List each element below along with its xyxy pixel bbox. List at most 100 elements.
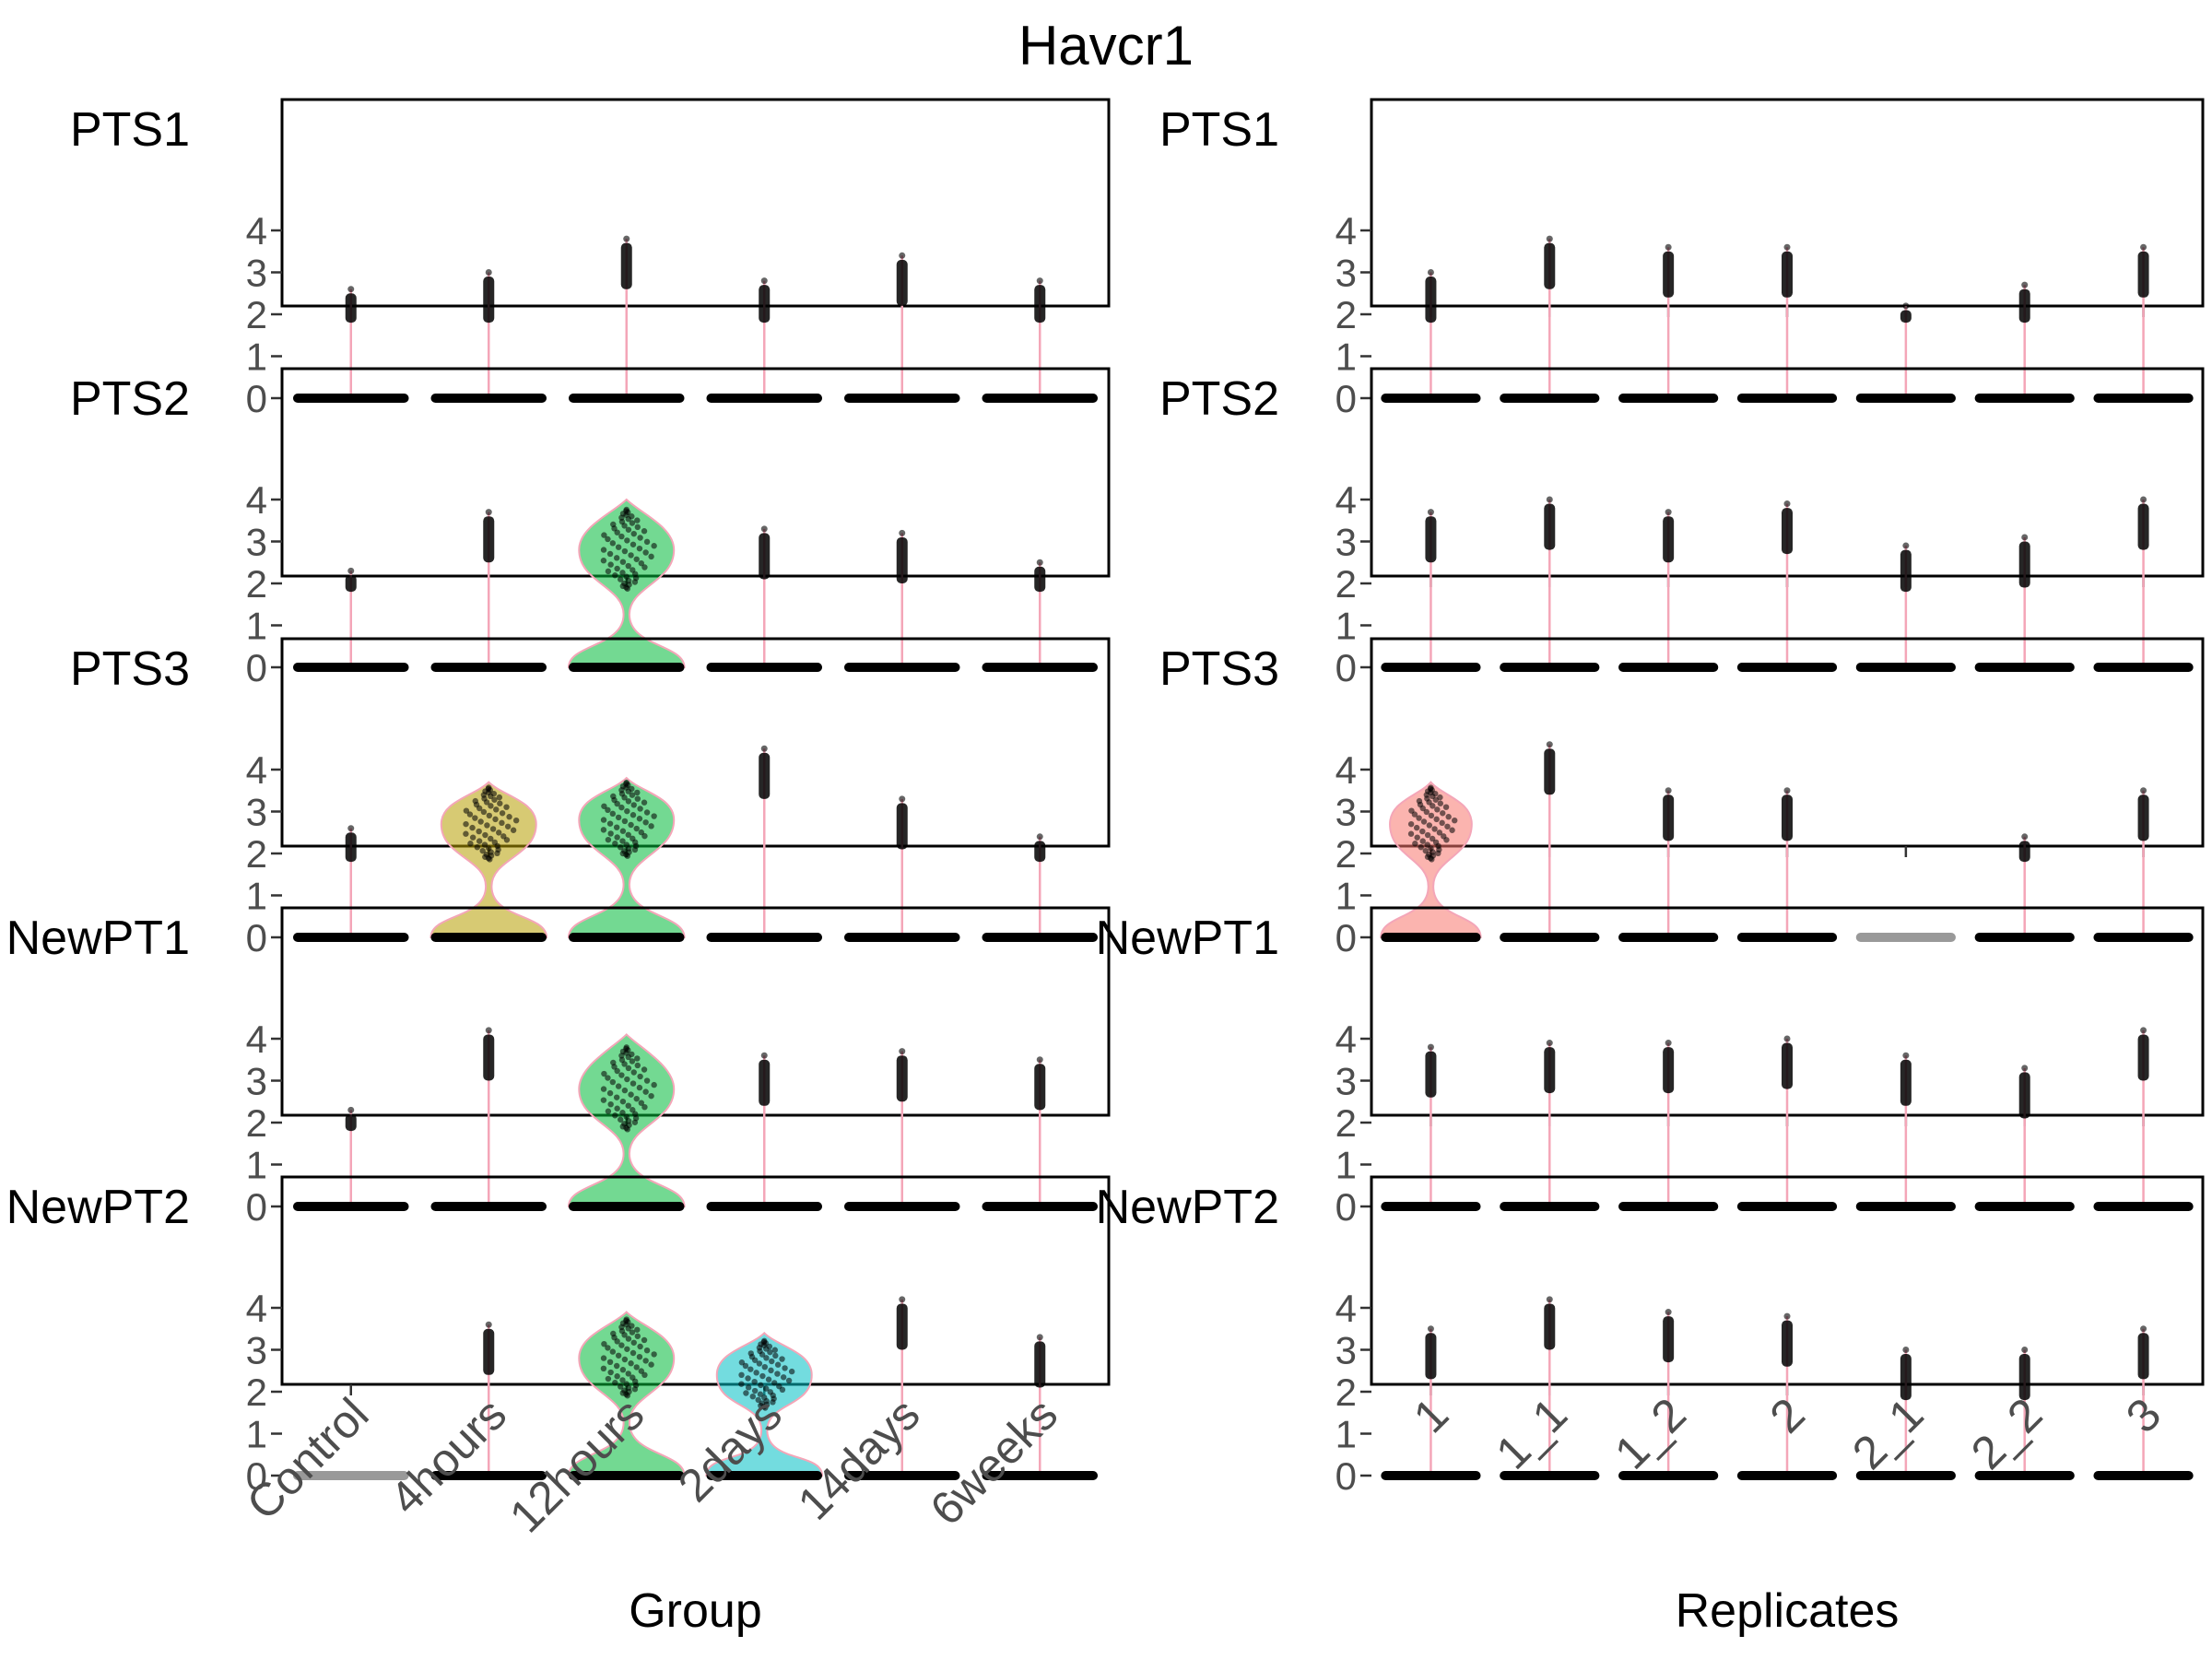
data-point [483,799,490,806]
data-point [625,562,631,570]
data-point [625,1102,631,1109]
data-point [607,830,614,837]
data-point [606,820,614,827]
data-point [607,561,614,568]
data-point [615,814,622,821]
row-label: NewPT2 [6,1181,190,1234]
data-point [625,515,631,523]
data-point [1544,1047,1556,1094]
row-label: PTS1 [70,103,190,157]
data-point [619,1098,627,1105]
data-point [600,1365,607,1372]
data-point [345,1113,357,1132]
data-point [634,1333,641,1339]
data-point [774,1361,782,1368]
data-point [628,552,634,559]
y-tick-label: 3 [246,1329,267,1372]
data-point [2140,787,2147,794]
data-point [1663,516,1675,563]
data-point [630,802,637,808]
data-point [621,1332,628,1338]
x-tick-label: 1_2 [1605,1388,1696,1479]
y-tick-label: 4 [246,1018,267,1061]
data-point [753,1370,759,1376]
data-point [1855,394,1956,403]
data-point [1407,830,1415,837]
data-point [771,1347,779,1353]
data-point [605,568,612,575]
data-point [488,803,494,809]
data-point [629,541,637,547]
data-point [430,663,547,672]
y-tick-label: 4 [246,209,267,253]
data-point [600,1355,607,1361]
data-point [2137,1034,2149,1081]
data-point [1900,310,1912,324]
data-point [1783,243,1791,251]
data-point [430,933,547,942]
data-point [756,1360,763,1367]
data-point [1665,509,1672,516]
data-point [612,1380,618,1386]
data-point [2018,541,2030,588]
data-point [496,830,502,836]
data-point [1500,394,1600,403]
data-point [347,286,355,293]
data-point [637,806,643,812]
data-point [621,1061,628,1067]
data-point [485,509,492,516]
x-tick-label: 1_1 [1486,1388,1577,1479]
data-point [621,1087,629,1094]
data-point [1407,820,1415,828]
data-point [624,1076,630,1083]
data-point [762,1405,769,1411]
data-point [749,1393,756,1400]
data-point [630,1339,637,1346]
y-tick-label: 1 [1335,605,1357,648]
data-point [763,1346,770,1352]
data-point [651,813,657,819]
data-point [614,1338,620,1345]
data-point [506,814,512,820]
x-tick-label: 4hours [380,1388,516,1524]
data-point [1782,251,1793,298]
data-point [1425,276,1437,324]
data-point [642,1088,649,1095]
y-tick-label: 1 [246,1144,267,1187]
data-point [469,824,476,831]
data-point [642,549,649,556]
y-tick-label: 2 [246,832,267,876]
data-point [625,526,632,533]
data-point [629,1058,636,1065]
data-point [605,535,611,543]
data-point [612,841,618,847]
data-point [982,1471,1099,1480]
data-point [614,1105,620,1112]
data-point [629,1080,637,1087]
row-label: PTS3 [70,642,190,696]
data-point [743,1390,749,1396]
data-point [899,529,906,536]
panel-frame [280,637,1111,848]
data-point [619,838,626,844]
data-point [1381,933,1481,942]
data-point [634,517,641,524]
data-point [1412,841,1418,847]
data-point [899,252,906,259]
data-point [605,1345,611,1351]
data-point [1544,242,1556,289]
data-point [499,810,506,817]
data-point [774,1371,781,1377]
data-point [2018,288,2030,324]
data-point [1432,796,1439,803]
data-point [485,1027,492,1034]
data-point [1902,302,1910,310]
data-point [619,1110,626,1116]
data-point [755,1396,761,1404]
data-point [618,844,624,851]
data-point [600,1097,607,1103]
data-point [1618,933,1719,942]
